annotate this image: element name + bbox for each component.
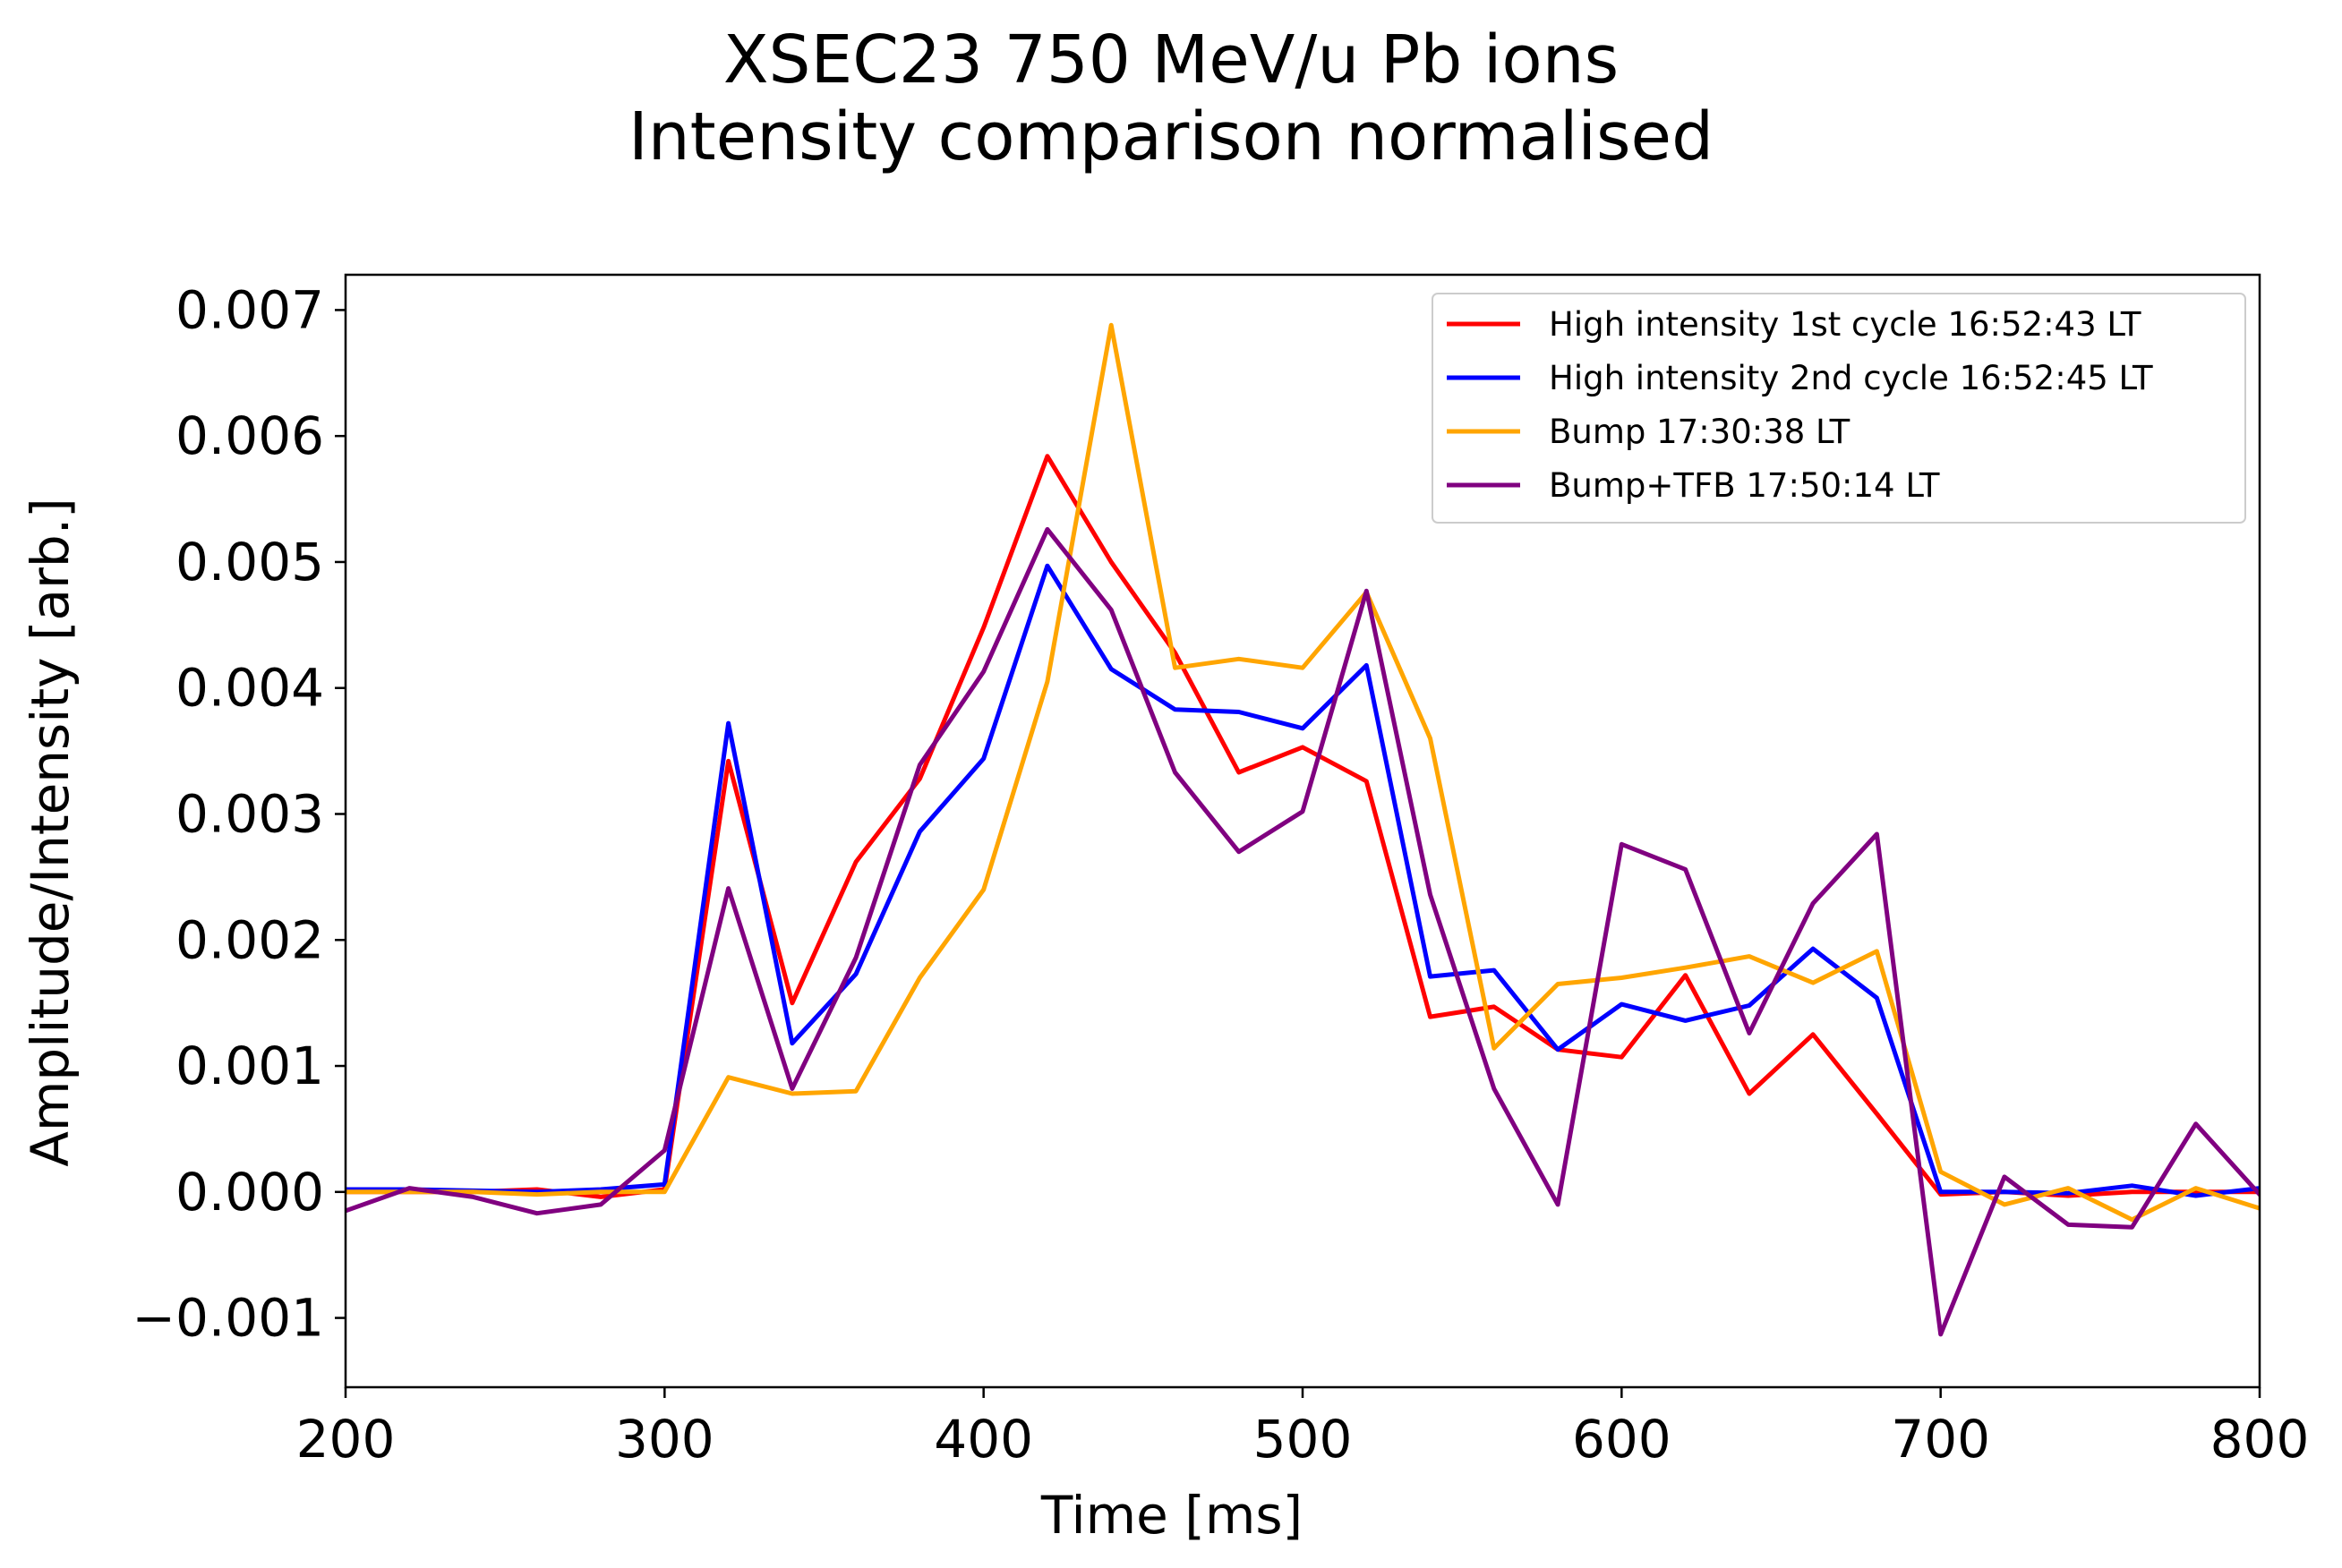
chart-title-line-1: XSEC23 750 MeV/u Pb ions [723,21,1619,98]
series-line-2 [346,563,2260,1198]
y-tick-label: 0.000 [175,1162,324,1223]
y-tick-label: 0.007 [175,279,324,340]
legend-entry-label: High intensity 1st cycle 16:52:43 LT [1549,305,2141,344]
x-tick-label: 600 [1572,1409,1671,1470]
x-tick-label: 200 [296,1409,396,1470]
legend-entry-label: High intensity 2nd cycle 16:52:45 LT [1549,359,2153,397]
y-axis-label: Amplitude/Intensity [arb.] [20,498,81,1167]
y-tick-label: 0.004 [175,658,324,719]
y-tick-label: 0.001 [175,1035,324,1096]
y-tick-label: 0.003 [175,783,324,844]
legend-entry-label: Bump+TFB 17:50:14 LT [1549,466,1940,505]
x-tick-label: 700 [1891,1409,1990,1470]
y-tick-label: 0.002 [175,909,324,970]
x-tick-label: 500 [1253,1409,1353,1470]
legend-box [1432,293,2246,524]
chart-title-line-2: Intensity comparison normalised [628,98,1714,175]
y-tick-label: −0.001 [132,1288,324,1349]
y-tick-label: 0.006 [175,405,324,466]
x-tick-label: 400 [934,1409,1033,1470]
series-lines [346,322,2260,1337]
x-tick-label: 800 [2210,1409,2310,1470]
series-line-4 [346,526,2260,1337]
x-tick-label: 300 [615,1409,714,1470]
legend-entry-label: Bump 17:30:38 LT [1549,413,1851,451]
legend: High intensity 1st cycle 16:52:43 LT High… [1432,293,2246,524]
x-axis-label: Time [ms] [1040,1485,1303,1546]
y-tick-label: 0.005 [175,532,324,592]
series-line-3 [346,322,2260,1223]
